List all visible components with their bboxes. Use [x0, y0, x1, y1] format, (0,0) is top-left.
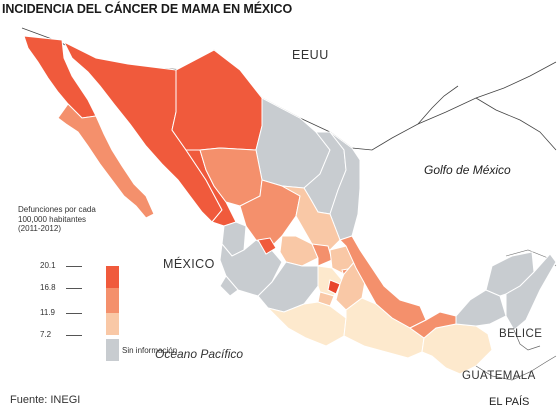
source-credit: Fuente: INEGI [10, 394, 81, 406]
legend-swatch-medium [106, 312, 119, 335]
legend: Defunciones por cada 100,000 habitantes … [18, 205, 188, 361]
legend-title-line-3: (2011-2012) [18, 224, 61, 233]
state-baja-california-sur [57, 103, 155, 219]
legend-tick-line [66, 334, 82, 336]
state-quintana-roo [505, 253, 557, 331]
central-america-outline [475, 329, 557, 381]
map-title: INCIDENCIA DEL CÁNCER DE MAMA EN MÉXICO [2, 2, 293, 16]
legend-tick-line [66, 312, 82, 314]
state-queretaro [311, 243, 333, 267]
region-baja-california [23, 35, 155, 219]
legend-scale: 20.1 16.8 11.9 7.2 Sin información [18, 236, 188, 361]
state-aguascalientes [257, 237, 277, 255]
legend-tick-label: 16.8 [40, 282, 56, 292]
legend-swatch-high [106, 287, 119, 313]
state-baja-california [23, 35, 97, 119]
state-guanajuato [279, 235, 319, 267]
label-belize: BELICE [499, 328, 543, 340]
state-chihuahua [171, 49, 263, 151]
region-center [219, 179, 427, 329]
legend-tick-line [66, 287, 82, 289]
label-mexico: MÉXICO [163, 257, 215, 271]
legend-tick-line [66, 265, 82, 267]
label-usa: EEUU [292, 48, 329, 62]
legend-title-line-2: 100,000 habitantes [18, 214, 87, 224]
label-guatemala: GUATEMALA [462, 370, 536, 382]
legend-tick-label: 11.9 [40, 307, 55, 317]
legend-swatch-very-high [106, 265, 119, 288]
region-north [62, 40, 361, 241]
state-cdmx [327, 279, 341, 295]
legend-tick-label: 20.1 [40, 260, 56, 270]
publisher-credit: EL PAÍS [489, 396, 530, 408]
state-colima [219, 275, 239, 297]
legend-no-data-label: Sin información [122, 345, 178, 355]
legend-title: Defunciones por cada 100,000 habitantes … [18, 205, 138, 234]
region-south [266, 251, 557, 375]
legend-swatch-no-data [106, 338, 119, 361]
legend-tick-label: 7.2 [40, 329, 52, 339]
label-pacific-ocean: Oceano Pacífico [155, 347, 244, 361]
legend-title-line-1: Defunciones por cada [18, 205, 96, 214]
label-gulf-of-mexico: Golfo de México [424, 163, 511, 177]
